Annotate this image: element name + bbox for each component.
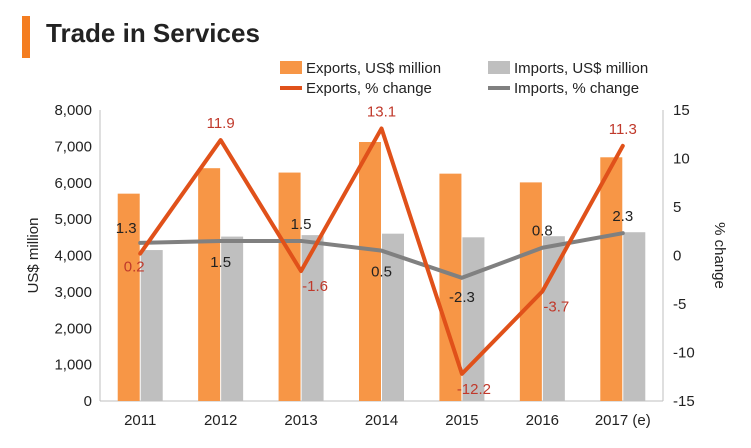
exports-change-label: 13.1 (367, 103, 396, 120)
bar-imports (462, 237, 485, 401)
lines (138, 126, 625, 376)
x-tick-label: 2014 (365, 412, 398, 429)
y-tick-label: 7,000 (54, 138, 92, 155)
bar-imports (140, 250, 163, 401)
line-exports-change (138, 126, 625, 376)
bar-exports (519, 182, 542, 401)
x-tick-label: 2013 (284, 412, 317, 429)
exports-change-label: 11.9 (207, 115, 235, 132)
exports-change-label: -3.7 (543, 298, 569, 315)
line-imports-change (138, 231, 625, 280)
imports-change-label: -2.3 (449, 289, 475, 306)
bar-exports (198, 168, 221, 401)
bar-imports (623, 232, 646, 401)
legend-label-imports-bar: Imports, US$ million (514, 60, 648, 77)
legend-swatch-imports-bar (488, 61, 510, 74)
y-tick-label: 1,000 (54, 357, 92, 374)
imports-change-label: 0.8 (532, 223, 553, 240)
legend: Exports, US$ million Imports, US$ million… (280, 60, 648, 97)
bar-imports (382, 233, 404, 401)
imports-change-label: 1.3 (116, 220, 137, 237)
chart-title: Trade in Services (46, 18, 260, 48)
y2-tick-label: 0 (673, 248, 681, 265)
y-tick-label: 3,000 (54, 284, 92, 301)
x-tick-label: 2015 (445, 412, 478, 429)
legend-label-exports-bar: Exports, US$ million (306, 60, 441, 77)
x-tick-label: 2011 (124, 412, 156, 429)
exports-change-label: -1.6 (302, 278, 328, 295)
y2-tick-label: -15 (673, 393, 695, 410)
legend-label-exports-line: Exports, % change (306, 80, 432, 97)
y2-tick-label: 5 (673, 199, 681, 216)
y-tick-label: 4,000 (54, 248, 92, 265)
y2-axis-title: % change (711, 222, 728, 289)
x-tick-label: 2017 (e) (595, 412, 651, 429)
legend-swatch-exports-bar (280, 61, 302, 74)
exports-change-label: 0.2 (124, 259, 145, 276)
y2-tick-label: 10 (673, 151, 690, 168)
imports-change-label: 2.3 (612, 208, 633, 225)
bar-imports (301, 235, 324, 401)
data-labels: 0.2 11.9 -1.6 13.1 -12.2 -3.7 11.3 1.3 1.5 1.5 0.5… (116, 103, 637, 397)
y2-tick-label: -10 (673, 345, 695, 362)
exports-change-label: 11.3 (609, 121, 637, 138)
y-tick-label: 0 (84, 393, 92, 410)
title-accent-bar (22, 16, 30, 58)
bars (117, 142, 646, 401)
bar-exports (117, 193, 140, 401)
y2-tick-label: -5 (673, 296, 686, 313)
legend-label-imports-line: Imports, % change (514, 80, 639, 97)
x-tick-label: 2012 (204, 412, 237, 429)
bar-exports (359, 142, 381, 401)
imports-change-label: 0.5 (371, 264, 392, 281)
bar-exports (439, 173, 462, 401)
exports-change-label: -12.2 (457, 381, 491, 398)
x-tick-label: 2016 (526, 412, 559, 429)
axes: 0 1,000 2,000 3,000 4,000 5,000 6,000 7,000 8,00… (25, 102, 728, 429)
y-tick-label: 8,000 (54, 102, 92, 119)
y2-tick-label: 15 (673, 102, 690, 119)
imports-change-label: 1.5 (210, 254, 231, 271)
y-axis-title: US$ million (25, 218, 42, 294)
bar-exports (278, 172, 301, 401)
bar-imports (542, 236, 565, 401)
bar-exports (600, 157, 623, 401)
y-tick-label: 2,000 (54, 320, 92, 337)
imports-change-label: 1.5 (291, 216, 312, 233)
bar-imports (221, 236, 244, 401)
y-tick-label: 6,000 (54, 175, 92, 192)
y-tick-label: 5,000 (54, 211, 92, 228)
